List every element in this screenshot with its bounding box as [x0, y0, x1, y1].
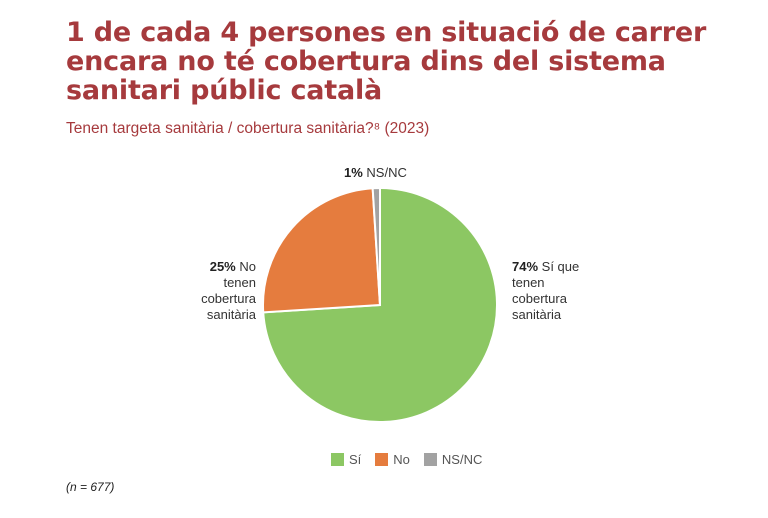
slice-text-no: cobertura — [201, 291, 256, 306]
slice-pct-nsnc: 1% — [344, 165, 363, 180]
chart-subtitle: Tenen targeta sanitària / cobertura sani… — [66, 120, 430, 137]
slice-text-yes: tenen — [512, 275, 545, 290]
slice-label-nsnc: 1% NS/NC — [344, 165, 424, 181]
slice-text-no: tenen — [223, 275, 256, 290]
sample-size-note: (n = 677) — [66, 480, 115, 494]
slice-text-yes: sanitària — [512, 307, 562, 322]
legend-item-no: No — [375, 452, 410, 467]
legend-swatch-si — [331, 453, 344, 466]
slice-label-yes: 74% Sí que tenen cobertura sanitària — [512, 259, 602, 323]
chart-title-line: encara no té cobertura dins del sistema — [66, 46, 666, 77]
slice-pct-no: 25% — [209, 259, 236, 274]
slice-text-yes: cobertura — [512, 291, 567, 306]
chart-legend: Sí No NS/NC — [331, 452, 482, 467]
chart-title: 1 de cada 4 persones en situació de carr… — [66, 18, 756, 105]
legend-label-si: Sí — [349, 452, 362, 467]
legend-label-nsnc: NS/NC — [441, 452, 483, 467]
legend-label-no: No — [393, 452, 410, 467]
pie-slice-no — [262, 187, 382, 314]
legend-swatch-no — [375, 453, 389, 466]
legend-item-nsnc: NS/NC — [423, 452, 483, 467]
slice-text-no: sanitària — [206, 307, 256, 322]
slice-text-no: No — [239, 259, 256, 274]
chart-title-line: sanitari públic català — [66, 75, 383, 106]
slice-pct-yes: 74% — [512, 259, 539, 274]
slice-text-nsnc: NS/NC — [366, 165, 407, 180]
pie-slice-nsnc — [371, 186, 381, 306]
chart-title-line: 1 de cada 4 persones en situació de carr… — [66, 17, 707, 48]
legend-item-si: Sí — [331, 452, 361, 467]
legend-swatch-nsnc — [423, 453, 437, 466]
slice-label-no: 25% No tenen cobertura sanitària — [176, 259, 256, 323]
slice-text-yes: Sí que — [541, 259, 580, 274]
